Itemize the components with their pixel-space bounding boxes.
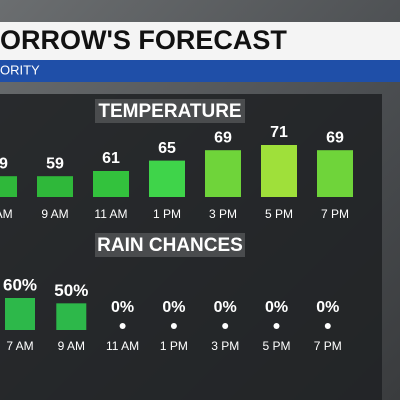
value-label: 0% <box>265 299 288 316</box>
section-header: RAIN CHANCES <box>97 235 243 256</box>
bar <box>222 323 229 329</box>
x-tick-label: 9 AM <box>41 207 68 221</box>
x-tick-label: 7 AM <box>0 207 13 221</box>
value-label: 59 <box>0 155 8 172</box>
x-tick-label: 11 AM <box>94 207 127 221</box>
bar <box>273 323 280 329</box>
x-tick-label: 1 PM <box>153 207 181 221</box>
x-tick-label: 7 PM <box>314 339 342 353</box>
x-tick-label: 1 PM <box>160 339 188 353</box>
bar <box>205 150 241 197</box>
title-bar <box>0 22 400 60</box>
value-label: 50% <box>54 281 88 300</box>
x-tick-label: 7 PM <box>321 207 349 221</box>
bar <box>324 323 331 329</box>
bar <box>119 323 126 329</box>
bar <box>37 176 73 197</box>
bar <box>170 323 177 329</box>
value-label: 71 <box>270 124 288 141</box>
bar <box>317 150 353 197</box>
x-tick-label: 5 PM <box>262 339 290 353</box>
section-header: TEMPERATURE <box>98 101 241 122</box>
bar <box>5 298 35 330</box>
title: ORROW'S FORECAST <box>0 25 287 55</box>
x-tick-label: 3 PM <box>209 207 237 221</box>
section-header-bg <box>95 99 245 123</box>
bar <box>149 160 185 197</box>
value-label: 0% <box>316 299 339 316</box>
bar <box>93 171 129 197</box>
value-label: 60% <box>3 275 37 294</box>
value-label: 69 <box>214 129 232 146</box>
section-header-bg <box>95 233 245 257</box>
subtitle-bar <box>0 60 400 82</box>
value-label: 0% <box>214 299 237 316</box>
value-label: 65 <box>158 140 176 157</box>
value-label: 61 <box>102 150 120 167</box>
value-label: 0% <box>162 299 185 316</box>
x-tick-label: 5 PM <box>265 207 293 221</box>
x-tick-label: 3 PM <box>211 339 239 353</box>
x-tick-label: 9 AM <box>58 339 85 353</box>
bar <box>0 176 17 197</box>
subtitle: ORITY <box>0 62 40 77</box>
value-label: 69 <box>326 129 344 146</box>
bar <box>56 303 87 330</box>
x-tick-label: 11 AM <box>106 339 139 353</box>
value-label: 0% <box>111 299 134 316</box>
x-tick-label: 7 AM <box>6 339 33 353</box>
bar <box>261 145 297 197</box>
charts: TEMPERATURE 59 7 AM 59 9 AM 61 11 AM 65 1 PM 69 3 … <box>0 99 353 353</box>
value-label: 59 <box>46 155 64 172</box>
